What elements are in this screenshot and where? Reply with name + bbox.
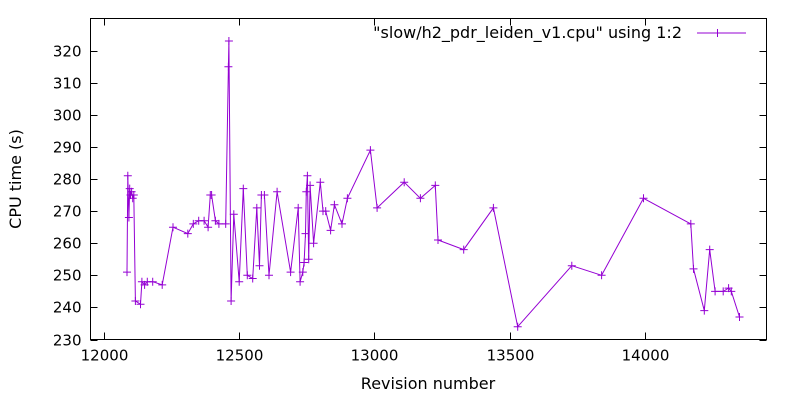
- data-point-marker: [459, 245, 468, 254]
- data-point-marker: [260, 191, 269, 199]
- data-point-marker: [221, 219, 230, 228]
- y-tick-label: 230: [53, 332, 82, 350]
- x-axis-title: Revision number: [361, 374, 496, 393]
- data-point-marker: [125, 184, 134, 193]
- y-axis-ticks: 230 240 250 260 270 280 290 300 310 320: [53, 43, 767, 350]
- data-point-marker: [224, 37, 233, 45]
- y-tick-label: 240: [53, 299, 82, 317]
- data-point-marker: [705, 245, 714, 254]
- data-point-marker: [689, 264, 698, 273]
- data-point-marker: [431, 181, 440, 190]
- x-tick-label: 12000: [81, 347, 129, 365]
- data-point-marker: [719, 287, 728, 296]
- data-point-marker: [183, 229, 192, 238]
- y-tick-label: 260: [53, 235, 82, 253]
- data-point-marker: [321, 207, 330, 216]
- data-point-marker: [434, 236, 442, 244]
- data-point-marker: [700, 306, 709, 315]
- data-point-marker: [265, 271, 273, 280]
- data-point-marker: [214, 219, 223, 228]
- series-line: [126, 40, 740, 328]
- data-point-marker: [400, 178, 409, 187]
- data-point-marker: [243, 271, 252, 280]
- data-point-marker: [338, 219, 346, 228]
- data-point-marker: [158, 280, 167, 289]
- data-point-marker: [304, 255, 313, 264]
- data-point-marker: [416, 194, 425, 203]
- data-point-marker: [136, 300, 145, 309]
- x-tick-label: 12500: [216, 347, 264, 365]
- y-axis-title: CPU time (s): [6, 129, 25, 229]
- data-point-marker: [131, 297, 140, 305]
- data-point-marker: [123, 171, 132, 180]
- x-tick-label: 13500: [487, 347, 535, 365]
- data-point-marker: [639, 194, 648, 203]
- data-point-marker: [239, 184, 248, 193]
- series-layer: [123, 37, 744, 331]
- data-point-marker: [294, 203, 303, 212]
- data-point-marker: [273, 187, 282, 196]
- data-point-marker: [301, 229, 310, 238]
- data-point-marker: [255, 261, 264, 270]
- data-point-marker: [330, 200, 339, 209]
- data-point-marker: [343, 194, 352, 203]
- data-point-marker: [727, 287, 736, 296]
- data-point-marker: [286, 268, 295, 277]
- data-point-marker: [686, 219, 695, 228]
- data-point-marker: [204, 223, 213, 232]
- data-point-marker: [207, 191, 216, 199]
- data-point-marker: [248, 274, 257, 283]
- data-point-marker: [189, 219, 198, 228]
- data-point-marker: [229, 210, 238, 219]
- y-tick-label: 290: [53, 139, 82, 157]
- legend: "slow/h2_pdr_leiden_v1.cpu" using 1:2: [373, 23, 746, 43]
- plot-frame: [90, 18, 767, 340]
- y-tick-label: 270: [53, 203, 82, 221]
- data-point-marker: [169, 223, 177, 232]
- data-point-marker: [513, 322, 522, 331]
- data-point-marker: [316, 178, 325, 187]
- data-point-marker: [306, 181, 315, 190]
- data-point-marker: [235, 277, 244, 286]
- data-point-marker: [252, 203, 261, 212]
- data-point-marker: [735, 313, 744, 321]
- y-tick-label: 310: [53, 75, 82, 93]
- data-point-marker: [128, 194, 137, 203]
- x-axis-ticks: 12000 12500 13000 13500 14000: [81, 18, 670, 365]
- x-tick-label: 13000: [351, 347, 399, 365]
- data-point-marker: [129, 191, 138, 199]
- y-tick-label: 280: [53, 171, 82, 189]
- data-point-marker: [326, 226, 335, 235]
- data-point-marker: [489, 203, 498, 212]
- legend-marker-sample: [713, 29, 722, 37]
- data-point-marker: [211, 216, 220, 225]
- data-point-marker: [224, 62, 233, 71]
- data-point-marker: [200, 216, 209, 225]
- data-point-marker: [597, 271, 606, 280]
- data-point-marker: [300, 258, 309, 267]
- data-point-marker: [298, 268, 307, 277]
- data-point-marker: [373, 203, 382, 212]
- data-point-marker: [303, 171, 312, 180]
- data-point-marker: [309, 239, 318, 248]
- data-point-marker: [366, 146, 375, 155]
- y-tick-label: 300: [53, 107, 82, 125]
- data-point-marker: [123, 268, 131, 277]
- data-point-marker: [296, 277, 305, 286]
- legend-label: "slow/h2_pdr_leiden_v1.cpu" using 1:2: [373, 23, 682, 43]
- data-point-marker: [711, 287, 720, 296]
- data-point-marker: [124, 213, 133, 222]
- y-tick-label: 250: [53, 267, 82, 285]
- y-tick-label: 320: [53, 43, 82, 61]
- data-point-marker: [148, 277, 157, 286]
- data-point-marker: [567, 261, 576, 270]
- data-point-marker: [302, 187, 311, 196]
- data-point-marker: [227, 297, 236, 305]
- x-tick-label: 14000: [622, 347, 670, 365]
